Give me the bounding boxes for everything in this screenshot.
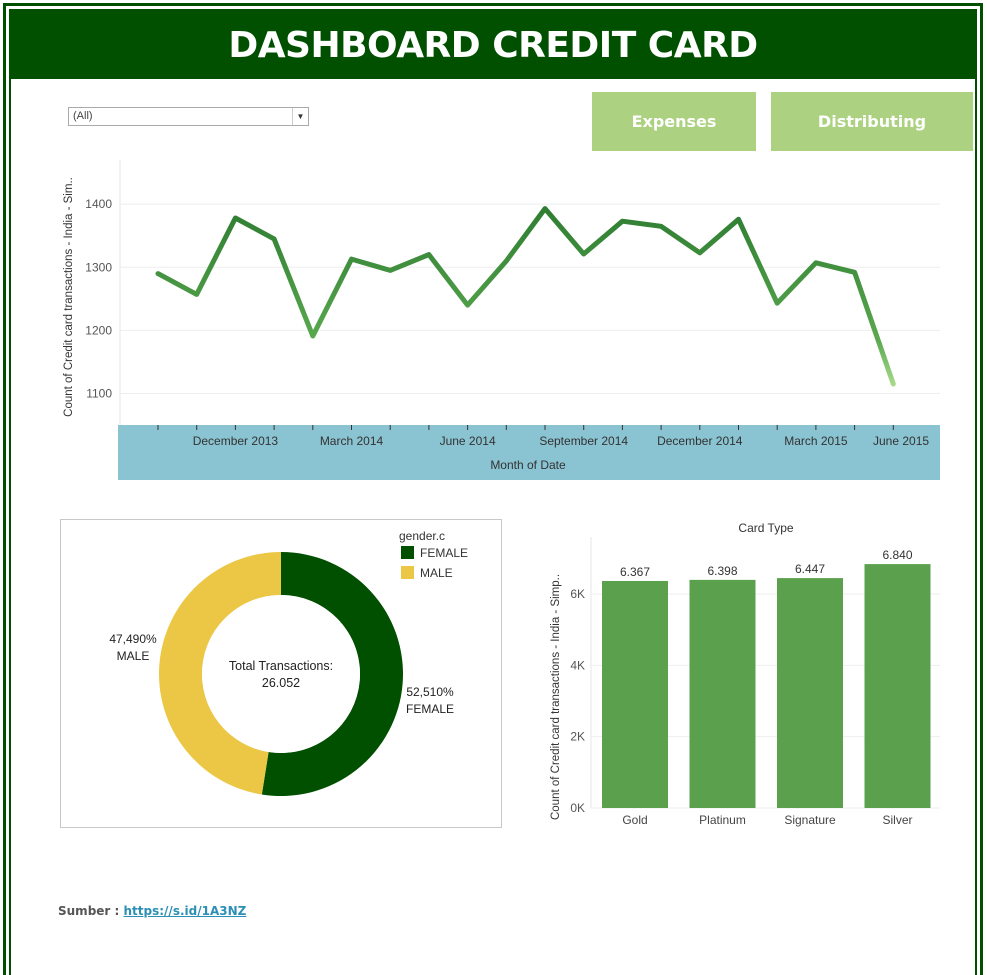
- legend-item-male[interactable]: MALE: [420, 566, 453, 580]
- line-x-tick-label: March 2014: [320, 434, 384, 448]
- bar-category-label: Platinum: [699, 813, 746, 827]
- expenses-button[interactable]: Expenses: [592, 92, 756, 151]
- donut-center-value: 26.052: [262, 676, 300, 690]
- bar-silver[interactable]: [864, 564, 931, 808]
- line-y-tick-label: 1100: [86, 386, 112, 400]
- page-title: DASHBOARD CREDIT CARD: [228, 24, 758, 66]
- bar-value-label: 6.367: [620, 565, 650, 579]
- outer-border: [3, 3, 983, 975]
- chevron-down-icon[interactable]: ▼: [292, 108, 308, 125]
- bar-value-label: 6.398: [707, 564, 737, 578]
- title-bar: DASHBOARD CREDIT CARD: [11, 11, 975, 79]
- source-label: Sumber :: [58, 904, 120, 918]
- donut-hole: [202, 595, 360, 753]
- line-x-tick-label: March 2015: [784, 434, 848, 448]
- bar-y-ticks: 0K 2K 4K 6K: [570, 587, 585, 815]
- bar-chart-title: Card Type: [738, 521, 793, 535]
- x-axis-title: Month of Date: [490, 458, 566, 472]
- male-pct-label: 47,490%: [109, 632, 157, 646]
- line-y-tick-label: 1200: [85, 323, 112, 337]
- bar-value-label: 6.447: [795, 562, 825, 576]
- male-name-label: MALE: [117, 649, 150, 663]
- bar-y-tick-label: 2K: [570, 730, 585, 744]
- line-y-tick-label: 1400: [85, 197, 112, 211]
- female-pct-label: 52,510%: [406, 685, 454, 699]
- line-x-tick-marks: [157, 425, 894, 430]
- card-type-bar-chart[interactable]: Card Type Count of Credit card transacti…: [540, 515, 945, 835]
- distributing-button[interactable]: Distributing: [771, 92, 973, 151]
- bar-y-tick-label: 4K: [570, 658, 585, 672]
- x-axis-band: [118, 425, 940, 480]
- y-axis-title: Count of Credit card transactions - Indi…: [63, 177, 75, 417]
- bar-chart-svg: Card Type Count of Credit card transacti…: [550, 521, 940, 827]
- bar-gold[interactable]: [602, 580, 668, 808]
- bar-value-labels: 6.367 6.398 6.447 6.840: [620, 548, 913, 579]
- bar-y-tick-label: 0K: [570, 801, 585, 815]
- female-slice[interactable]: [261, 552, 403, 796]
- donut-chart-svg: Total Transactions: 26.052 52,510% FEMAL…: [109, 529, 468, 796]
- transactions-series-line[interactable]: [155, 206, 896, 387]
- source-note: Sumber : https://s.id/1A3NZ: [58, 904, 246, 918]
- line-x-tick-label: June 2015: [873, 434, 929, 448]
- filter-selected-value: (All): [73, 110, 93, 122]
- line-y-ticks: 1100 1200 1300 1400: [85, 197, 112, 400]
- bar-category-label: Signature: [784, 813, 836, 827]
- line-x-labels: December 2013 March 2014 June 2014 Septembe…: [193, 434, 930, 448]
- source-link[interactable]: https://s.id/1A3NZ: [123, 904, 247, 918]
- legend-swatch-male[interactable]: [401, 566, 414, 579]
- line-x-tick-label: December 2014: [657, 434, 743, 448]
- female-name-label: FEMALE: [406, 702, 454, 716]
- legend-item-female[interactable]: FEMALE: [420, 546, 468, 560]
- bar-series: [602, 564, 931, 808]
- bar-category-label: Gold: [622, 813, 647, 827]
- line-x-tick-label: September 2014: [539, 434, 628, 448]
- inner-border: [9, 9, 977, 975]
- bar-category-label: Silver: [882, 813, 912, 827]
- date-filter-dropdown[interactable]: (All) ▼: [68, 107, 309, 126]
- bar-signature[interactable]: [777, 578, 843, 808]
- bar-platinum[interactable]: [689, 579, 756, 808]
- male-slice[interactable]: [159, 552, 281, 795]
- bar-value-label: 6.840: [882, 548, 912, 562]
- legend-swatch-female[interactable]: [401, 546, 414, 559]
- line-gridlines: [120, 203, 940, 394]
- line-y-tick-label: 1300: [85, 260, 112, 274]
- bar-category-labels: Gold Platinum Signature Silver: [622, 813, 912, 827]
- bar-y-axis-title: Count of Credit card transactions - Indi…: [550, 574, 562, 820]
- bar-y-tick-label: 6K: [570, 587, 585, 601]
- line-x-tick-label: December 2013: [193, 434, 279, 448]
- gender-donut-panel[interactable]: Total Transactions: 26.052 52,510% FEMAL…: [60, 519, 502, 828]
- donut-center-label: Total Transactions:: [229, 659, 333, 673]
- line-chart-svg: 1100 1200 1300 1400 December 2013 March 2014…: [63, 160, 940, 480]
- line-x-tick-label: June 2014: [440, 434, 496, 448]
- legend-title: gender.c: [399, 529, 445, 543]
- monthly-transactions-line-chart[interactable]: 1100 1200 1300 1400 December 2013 March 2014…: [55, 155, 945, 485]
